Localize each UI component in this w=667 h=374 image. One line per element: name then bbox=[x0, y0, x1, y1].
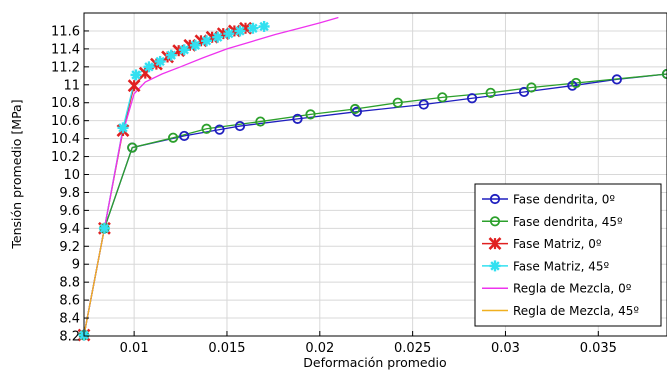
legend: Fase dendrita, 0º Fase dendrita, 45º Fase … bbox=[475, 184, 661, 326]
y-tick-label: 11.6 bbox=[51, 24, 80, 39]
y-tick-label: 10.2 bbox=[51, 150, 80, 165]
legend-label: Regla de Mezcla, 45º bbox=[513, 304, 639, 318]
data-point-s3-2 bbox=[117, 122, 128, 133]
data-point-s3-9 bbox=[201, 35, 212, 46]
y-tick-label: 8.8 bbox=[59, 276, 80, 291]
x-tick-label: 0.035 bbox=[580, 341, 617, 356]
data-point-s3-12 bbox=[234, 25, 245, 36]
y-tick-label: 10 bbox=[63, 168, 80, 183]
y-tick-label: 9.4 bbox=[59, 222, 80, 237]
y-tick-label: 9 bbox=[72, 258, 80, 273]
legend-marker bbox=[490, 260, 501, 271]
y-tick-label: 9.8 bbox=[59, 186, 80, 201]
legend-label: Fase dendrita, 45º bbox=[513, 215, 623, 229]
series-line-2 bbox=[84, 28, 246, 335]
y-tick-label: 11.2 bbox=[51, 60, 80, 75]
y-tick-label: 8.6 bbox=[59, 294, 80, 309]
y-tick-label: 8.4 bbox=[59, 312, 80, 327]
y-tick-label: 11.4 bbox=[51, 42, 80, 57]
legend-item-2: Fase Matriz, 0º bbox=[482, 237, 602, 251]
legend-label: Fase dendrita, 0º bbox=[513, 193, 615, 207]
y-tick-label: 8.2 bbox=[59, 330, 80, 345]
legend-label: Regla de Mezcla, 0º bbox=[513, 282, 632, 296]
x-tick-label: 0.015 bbox=[208, 341, 245, 356]
legend-label: Fase Matriz, 0º bbox=[513, 237, 602, 251]
legend-label: Fase Matriz, 45º bbox=[513, 259, 609, 273]
y-tick-label: 10.8 bbox=[51, 96, 80, 111]
x-tick-label: 0.02 bbox=[305, 341, 334, 356]
data-point-s2-3 bbox=[129, 80, 140, 91]
data-point-s3-14 bbox=[259, 21, 270, 32]
y-tick-label: 9.6 bbox=[59, 204, 80, 219]
y-axis-title: Tensión promedio [MPa] bbox=[9, 99, 24, 249]
x-tick-label: 0.03 bbox=[491, 341, 520, 356]
y-tick-label: 10.4 bbox=[51, 132, 80, 147]
x-tick-label: 0.01 bbox=[120, 341, 149, 356]
series-line-3 bbox=[84, 26, 264, 335]
data-point-s3-5 bbox=[155, 56, 166, 67]
y-tick-label: 9.2 bbox=[59, 240, 80, 255]
data-point-s3-3 bbox=[130, 69, 141, 80]
y-tick-label: 11 bbox=[63, 78, 80, 93]
y-tick-label: 10.6 bbox=[51, 114, 80, 129]
x-tick-label: 0.025 bbox=[394, 341, 431, 356]
x-axis-title: Deformación promedio bbox=[303, 355, 446, 370]
